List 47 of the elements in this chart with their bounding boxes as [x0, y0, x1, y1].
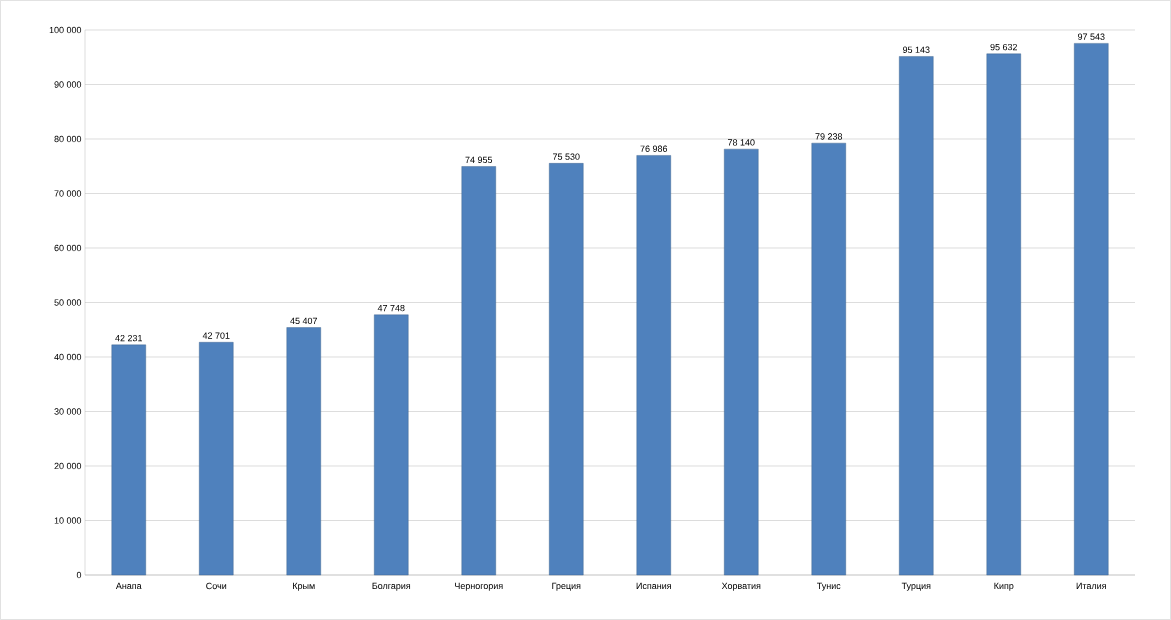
x-tick-label: Анапа [115, 582, 142, 590]
x-tick-label: Кипр [994, 582, 1014, 591]
x-tick-label: Италия [1076, 582, 1106, 590]
data-label: 42 701 [202, 332, 230, 339]
data-label: 76 986 [640, 145, 668, 152]
x-tick-label: Тунис [817, 582, 841, 591]
bar [636, 155, 671, 576]
y-tick-label: 70 000 [54, 190, 82, 197]
x-tick-label: Турция [901, 582, 931, 591]
data-label: 78 140 [728, 139, 755, 146]
data-label: 45 407 [290, 317, 317, 325]
data-label: 79 238 [815, 133, 843, 140]
y-tick-label: 30 000 [54, 408, 82, 415]
data-label: 75 530 [553, 153, 580, 160]
bar [374, 314, 409, 576]
x-tick-label: Болгария [372, 582, 411, 591]
y-tick-label: 10 000 [54, 517, 82, 524]
y-tick-label: 20 000 [54, 462, 82, 470]
bar [724, 148, 759, 576]
bar [1074, 43, 1109, 576]
bar [199, 342, 234, 576]
y-tick-label: 90 000 [54, 81, 82, 88]
y-tick-label: 40 000 [54, 353, 82, 361]
data-label: 74 955 [465, 156, 493, 163]
bar [461, 166, 496, 576]
bar [111, 344, 146, 576]
y-tick-label: 0 [76, 571, 82, 579]
x-tick-label: Черногория [455, 582, 503, 591]
data-label: 95 143 [902, 46, 930, 53]
x-tick-label: Крым [293, 582, 315, 591]
bar [549, 163, 584, 576]
y-tick-label: 80 000 [54, 135, 82, 143]
bar [811, 142, 846, 576]
bar [986, 53, 1021, 576]
data-label: 95 632 [990, 43, 1018, 51]
y-tick-label: 50 000 [54, 299, 82, 306]
y-tick-label: 100 000 [49, 26, 82, 34]
bar [286, 327, 321, 576]
x-tick-label: Хорватия [721, 582, 761, 591]
y-tick-label: 60 000 [54, 244, 82, 252]
x-tick-label: Греция [552, 582, 581, 591]
x-tick-label: Сочи [206, 582, 227, 590]
data-label: 97 543 [1077, 33, 1105, 40]
data-label: 47 748 [377, 304, 405, 312]
x-tick-label: Испания [636, 582, 671, 590]
bar [899, 56, 934, 576]
data-label: 42 231 [115, 334, 143, 342]
